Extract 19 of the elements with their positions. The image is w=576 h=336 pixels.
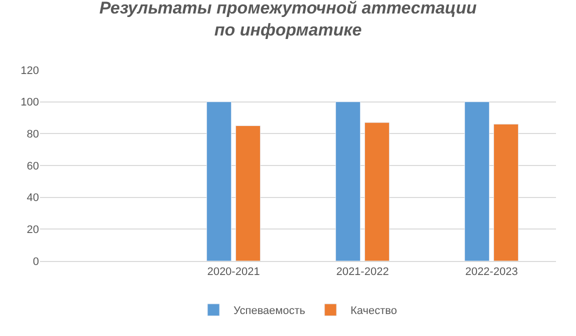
- bar: [335, 102, 361, 261]
- bar: [464, 102, 490, 261]
- x-tick-label: 2020-2021: [207, 266, 260, 278]
- legend-label: Успеваемость: [234, 305, 306, 318]
- bar: [206, 102, 232, 261]
- bar: [364, 122, 390, 261]
- y-tick-label: 60: [26, 160, 39, 172]
- y-tick-label: 20: [26, 224, 39, 236]
- y-tick-label: 40: [26, 192, 39, 204]
- y-tick-label: 80: [26, 128, 39, 141]
- legend-label: Качество: [350, 305, 398, 318]
- y-tick-label: 100: [20, 96, 39, 109]
- y-tick-label: 120: [20, 64, 39, 77]
- chart-title: Результаты промежуточной аттестации по информатике: [99, 0, 478, 40]
- bar: [493, 124, 519, 261]
- y-tick-label: 0: [32, 256, 39, 268]
- x-tick-label: 2021-2022: [336, 266, 389, 278]
- x-tick-label: 2022-2023: [465, 266, 518, 278]
- bar: [235, 125, 261, 261]
